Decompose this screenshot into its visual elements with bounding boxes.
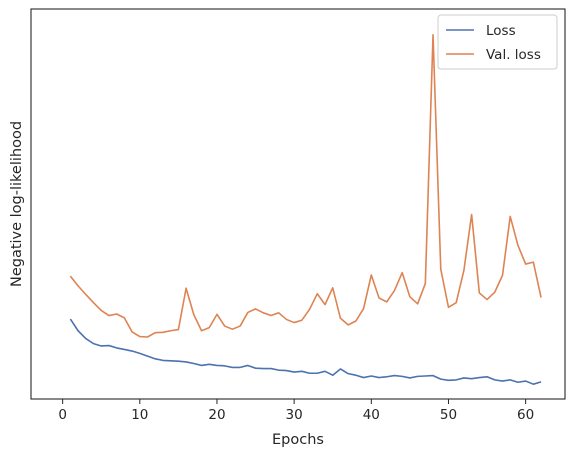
plot-frame (30, 8, 566, 400)
legend: Loss Val. loss (437, 14, 558, 70)
series-line-loss (69, 318, 542, 385)
x-tick-label: 20 (208, 407, 225, 423)
plot-lines (69, 33, 542, 385)
x-tick-label: 30 (286, 407, 303, 423)
x-tick-label: 60 (517, 407, 534, 423)
x-axis-label: Epochs (272, 432, 324, 448)
series-line-val-loss (69, 33, 542, 338)
x-tick-label: 40 (363, 407, 380, 423)
legend-label-val-loss: Val. loss (486, 47, 541, 63)
x-tick-label: 0 (58, 407, 67, 423)
y-axis-label: Negative log-likelihood (9, 121, 25, 287)
legend-box (437, 14, 558, 70)
x-tick-label: 50 (440, 407, 457, 423)
x-axis-ticks: 0 10 20 30 40 50 60 (58, 399, 534, 423)
x-tick-label: 10 (131, 407, 148, 423)
legend-label-loss: Loss (486, 23, 516, 39)
